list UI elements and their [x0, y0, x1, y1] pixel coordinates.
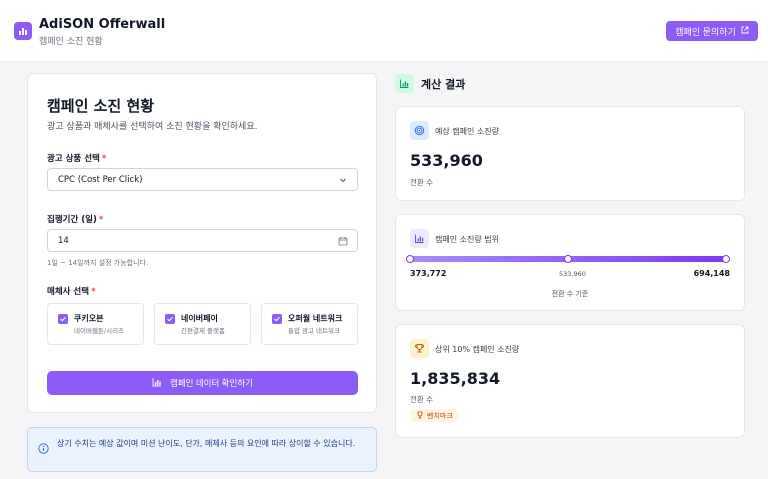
checkbox-checked-icon[interactable] [165, 314, 175, 324]
range-max-value: 694,148 [693, 269, 730, 278]
required-mark: * [98, 215, 104, 225]
expected-label: 예상 캠페인 소진량 [435, 127, 499, 136]
bar-chart-icon [410, 229, 429, 248]
media-name: 쿠키오븐 [74, 314, 104, 323]
results-title: 계산 결과 [421, 78, 466, 91]
range-mid-value: 533,960 [559, 270, 586, 278]
top10-label: 상위 10% 캠페인 소진량 [435, 345, 520, 354]
media-option-offerwall-network[interactable]: 오퍼월 네트워크 통합 광고 네트워크 [261, 303, 358, 345]
media-desc: 간편결제 플랫폼 [181, 327, 225, 335]
notice-text: 상기 수치는 예상 값이며 미션 난이도, 단가, 매체사 등의 요인에 따라 … [57, 439, 356, 448]
campaign-inquiry-button[interactable]: 캠페인 문의하기 [666, 21, 758, 41]
expected-consumption-card: 예상 캠페인 소진량 533,960 전환 수 [395, 106, 745, 201]
media-name: 오퍼월 네트워크 [288, 314, 343, 323]
product-select[interactable]: CPC (Cost Per Click) [47, 168, 358, 191]
info-icon [38, 439, 49, 454]
required-mark: * [91, 287, 96, 297]
confirm-button-label: 캠페인 데이터 확인하기 [170, 378, 253, 388]
checkbox-checked-icon[interactable] [58, 314, 68, 324]
range-label: 캠페인 소진량 범위 [435, 235, 499, 244]
disclaimer-notice: 상기 수치는 예상 값이며 미션 난이도, 단가, 매체사 등의 요인에 따라 … [27, 427, 377, 472]
top10-value: 1,835,834 [410, 369, 501, 388]
media-name: 네이버페이 [181, 314, 218, 323]
chevron-down-icon [338, 175, 348, 185]
period-input[interactable]: 14 [47, 229, 358, 252]
trophy-icon [416, 411, 424, 421]
calendar-icon[interactable] [338, 236, 348, 246]
product-select-value: CPC (Cost Per Click) [58, 174, 143, 185]
confirm-campaign-data-button[interactable]: 캠페인 데이터 확인하기 [47, 371, 358, 395]
range-min-marker [406, 255, 414, 263]
bar-chart-icon [395, 74, 414, 93]
app-title: AdiSON Offerwall [39, 17, 166, 32]
app-header: AdiSON Offerwall 캠페인 소진 현황 캠페인 문의하기 [0, 0, 768, 62]
required-mark: * [101, 154, 107, 164]
media-option-cookie-oven[interactable]: 쿠키오븐 네이버웹툰/시리즈 [47, 303, 144, 345]
range-min-value: 373,772 [410, 269, 447, 278]
range-basis: 전환 수 기준 [551, 290, 589, 298]
form-title: 캠페인 소진 현황 [47, 97, 155, 115]
media-options: 쿠키오븐 네이버웹툰/시리즈 네이버페이 간편결제 플랫폼 오퍼월 네트워크 통… [47, 303, 358, 345]
period-label-text: 집행기간 (일) [47, 215, 97, 225]
range-mid-marker [564, 255, 572, 263]
consumption-range-card: 캠페인 소진량 범위 373,772 533,960 694,148 전환 수 … [395, 214, 745, 311]
media-field-label: 매체사 선택 * [47, 285, 96, 297]
media-label-text: 매체사 선택 [47, 287, 90, 297]
range-bar [406, 255, 730, 263]
period-input-value: 14 [58, 235, 69, 246]
app-subtitle: 캠페인 소진 현황 [39, 37, 103, 47]
benchmark-badge: 벤치마크 [411, 409, 458, 422]
media-option-naver-pay[interactable]: 네이버페이 간편결제 플랫폼 [154, 303, 251, 345]
checkbox-checked-icon[interactable] [272, 314, 282, 324]
trophy-icon [410, 339, 429, 358]
period-field-label: 집행기간 (일) * [47, 213, 103, 225]
expected-value: 533,960 [410, 151, 483, 170]
top10-consumption-card: 상위 10% 캠페인 소진량 1,835,834 전환 수 벤치마크 [395, 324, 745, 438]
target-icon [410, 121, 429, 140]
product-label-text: 광고 상품 선택 [47, 154, 100, 164]
expected-unit: 전환 수 [410, 178, 434, 187]
inquiry-button-label: 캠페인 문의하기 [675, 26, 736, 37]
range-max-marker [722, 255, 730, 263]
media-desc: 통합 광고 네트워크 [288, 327, 340, 335]
media-desc: 네이버웹툰/시리즈 [74, 327, 125, 335]
top10-unit: 전환 수 [410, 395, 434, 404]
product-field-label: 광고 상품 선택 * [47, 152, 106, 164]
external-link-icon [741, 26, 749, 36]
benchmark-badge-label: 벤치마크 [427, 411, 453, 420]
form-description: 광고 상품과 매체사를 선택하여 소진 현황을 확인하세요. [47, 122, 258, 132]
campaign-form-card: 캠페인 소진 현황 광고 상품과 매체사를 선택하여 소진 현황을 확인하세요.… [27, 73, 377, 413]
period-hint: 1일 ~ 14일까지 설정 가능합니다. [47, 259, 149, 267]
bar-chart-icon [14, 22, 32, 40]
bar-chart-icon [152, 377, 162, 389]
